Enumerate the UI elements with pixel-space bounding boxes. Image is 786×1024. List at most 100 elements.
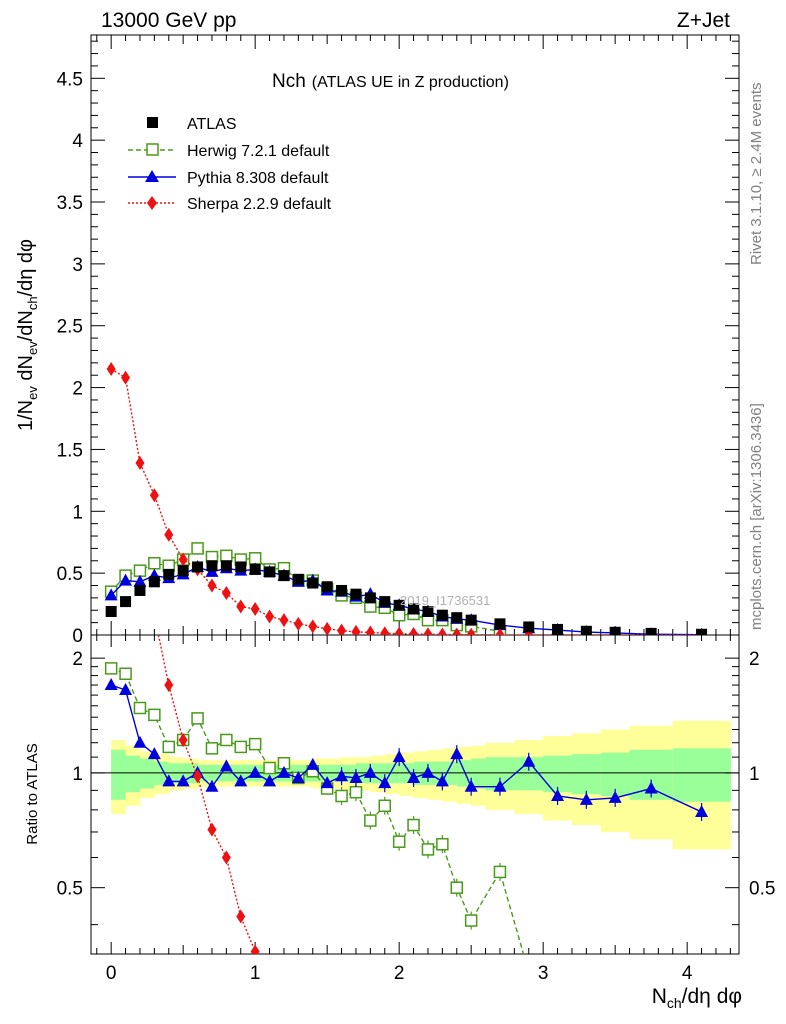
x-tick-label: 4 [682,963,693,984]
ratio-point-herwig [407,818,420,832]
ratio-point-pythia [407,770,421,783]
main-series-clipped [104,362,708,635]
ratio-point-herwig [205,742,219,755]
x-tick-label: 3 [538,963,549,984]
point-atlas [436,609,448,621]
legend-label-pythia: Pythia 8.308 default [187,170,329,187]
ratio-point-pythia [133,735,147,748]
ratio-y-tick-label: 0.5 [57,879,83,900]
plot-title: Nch (ATLAS UE in Z production) [272,71,509,92]
point-sherpa [466,627,476,635]
point-atlas [523,621,535,633]
point-atlas [494,618,506,630]
ratio-point-pythia [349,770,363,783]
ratio-point-herwig [464,914,478,927]
ratio-series-group [104,635,709,954]
point-sherpa [351,624,361,635]
point-sherpa [149,488,159,503]
ratio-point-pythia [392,750,406,763]
x-tick-label: 1 [250,963,261,984]
point-herwig [148,556,161,570]
point-sherpa [337,623,347,635]
point-sherpa [121,370,131,385]
ratio-line-sherpa [157,635,256,952]
main-y-axis-label: 1/Nev dNev/dNch/dη dφ [15,239,40,431]
legend-label-sherpa: Sherpa 2.2.9 default [187,196,332,213]
ratio-point-pythia [608,790,622,803]
ratio-point-herwig [450,881,464,894]
legend-marker-sherpa [147,196,157,210]
ratio-point-pythia [320,776,334,789]
ratio-point-pythia [306,757,320,770]
point-sherpa [135,456,145,471]
point-atlas [235,561,247,573]
ratio-point-pythia [291,770,305,783]
ratio-point-pythia [450,747,464,760]
uncertainty-bands [91,720,739,850]
point-atlas [422,605,434,617]
point-atlas [364,592,376,604]
point-pythia [133,574,147,587]
ratio-point-herwig [335,789,348,803]
x-tick-label: 2 [394,963,405,984]
ratio-series-clipped [104,635,709,954]
ratio-point-herwig [263,761,276,775]
ratio-point-pythia [176,774,190,787]
point-sherpa [250,602,260,617]
ratio-point-pythia [335,769,349,782]
ratio-point-pythia [205,779,219,792]
point-herwig [392,608,406,622]
ratio-point-pythia [147,747,161,760]
y-tick-label: 2.5 [57,317,83,338]
point-atlas [278,570,290,582]
ratio-point-herwig [104,662,118,675]
point-atlas [134,584,146,596]
process-label: Z+Jet [677,9,730,32]
ratio-point-herwig [378,799,392,813]
plot-title-main: Nch [272,71,306,92]
ratio-point-pythia [695,804,709,817]
ratio-point-herwig [162,740,176,754]
band-stat [543,755,573,793]
ratio-point-herwig [133,701,147,715]
ratio-point-pythia [421,765,435,778]
legend-label-atlas: ATLAS [187,116,237,133]
ratio-point-pythia [104,678,118,691]
ratio-y-axis-label: Ratio to ATLAS [24,743,41,844]
point-sherpa [293,616,303,631]
ratio-point-sherpa [236,909,246,924]
axis-ticks: 0 1 2 3 4 0 0.5 1 1.5 2 2.5 3 3.5 4 4.5 0.5 0.5 1 1 2 2 [57,35,775,984]
band-stat [125,755,141,793]
ratio-y-tick-label: 2 [72,649,83,670]
y-tick-label: 0 [72,626,83,647]
y-tick-label: 1 [72,502,83,523]
legend-marker-atlas [147,117,158,128]
point-atlas [307,577,319,589]
point-sherpa [423,627,433,635]
point-atlas [336,584,348,596]
analysis-watermark: 2019_I1736531 [400,593,490,608]
point-atlas [552,623,564,635]
point-atlas [580,625,592,635]
point-atlas [350,588,362,600]
legend-label-herwig: Herwig 7.2.1 default [187,143,330,160]
y-tick-label: 4 [72,131,83,152]
legend: ATLAS Herwig 7.2.1 default Pythia 8.308 … [128,116,332,213]
point-sherpa [437,627,447,635]
band-stat [672,748,731,802]
point-atlas [206,560,218,572]
point-atlas [177,565,189,577]
ratio-point-sherpa [250,944,260,954]
point-sherpa [178,552,188,567]
point-atlas [264,566,276,578]
point-atlas [465,614,477,626]
point-sherpa [221,585,231,600]
ratio-point-herwig [364,814,377,827]
ratio-point-sherpa [178,732,188,747]
ratio-y-tick-label-right: 1 [749,764,760,785]
point-sherpa [106,362,116,377]
point-herwig [191,542,204,555]
ratio-point-pythia [219,759,233,772]
ratio-point-pythia [551,788,565,801]
